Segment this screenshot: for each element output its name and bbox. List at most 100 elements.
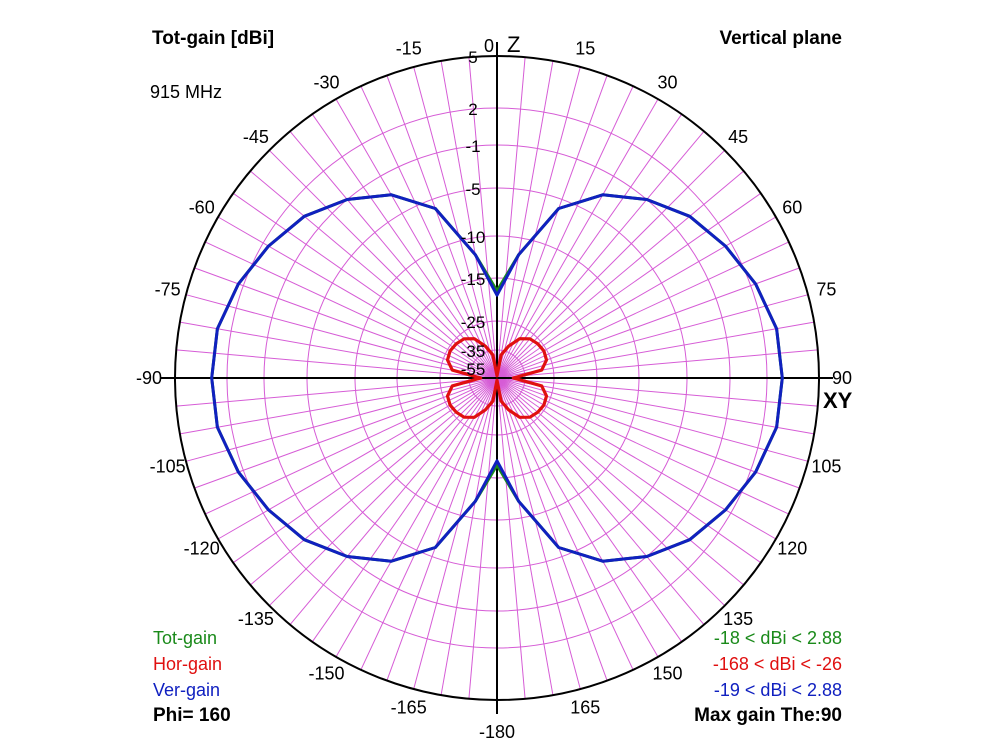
range-tot-gain: -18 < dBi < 2.88 xyxy=(713,628,842,648)
angle-label: -30 xyxy=(313,73,339,93)
angle-label: -135 xyxy=(238,609,274,629)
angle-label: -15 xyxy=(396,39,422,59)
grid-spoke xyxy=(289,130,498,379)
max-gain-label: Max gain The:90 xyxy=(694,705,842,726)
grid-spoke xyxy=(496,377,526,699)
series-ver-gain xyxy=(210,193,784,563)
grid-spoke xyxy=(179,321,498,379)
angle-label: 30 xyxy=(657,73,677,93)
angle-label: 60 xyxy=(782,198,802,218)
radial-tick-label: -1 xyxy=(465,137,480,156)
angle-label: -45 xyxy=(243,127,269,147)
angle-label: -120 xyxy=(184,539,220,559)
grid-spoke xyxy=(496,377,818,407)
grid-spoke xyxy=(496,377,554,696)
angle-label: 0 xyxy=(484,36,494,56)
angle-label: -150 xyxy=(308,663,344,683)
grid-spoke xyxy=(311,113,498,379)
grid-spoke xyxy=(496,130,705,379)
radial-tick-label: -55 xyxy=(461,360,486,379)
grid-spoke xyxy=(179,377,498,435)
grid-spoke xyxy=(496,75,608,379)
angle-label: -60 xyxy=(189,198,215,218)
grid-spoke xyxy=(413,377,498,690)
angle-label: -165 xyxy=(391,697,427,717)
grid-spoke xyxy=(289,377,498,626)
frequency-label: 915 MHz xyxy=(150,82,223,102)
grid-spoke xyxy=(496,377,815,435)
grid-spoke xyxy=(311,377,498,643)
grid-spoke xyxy=(335,98,498,379)
grid-spoke xyxy=(360,85,498,379)
legend-ver-gain: Ver-gain xyxy=(153,680,221,700)
grid-spoke xyxy=(496,113,683,379)
grid-spoke xyxy=(204,241,498,379)
grid-spoke xyxy=(496,149,726,379)
grid-spoke xyxy=(204,377,498,515)
angle-label: 105 xyxy=(811,456,841,476)
grid-spoke xyxy=(185,377,498,462)
grid-spoke xyxy=(496,57,526,379)
grid-spoke xyxy=(268,377,498,607)
angle-label: 45 xyxy=(728,127,748,147)
grid-spoke xyxy=(496,377,726,607)
gain-traces xyxy=(210,193,784,563)
angle-label: 165 xyxy=(570,697,600,717)
grid-spoke xyxy=(335,377,498,658)
grid-spoke xyxy=(496,377,581,690)
grid-spoke xyxy=(496,377,608,681)
angle-label: -180 xyxy=(479,722,515,742)
grid-spoke xyxy=(496,85,634,379)
grid-spoke xyxy=(496,377,659,658)
grid-spoke xyxy=(496,241,790,379)
grid-spoke xyxy=(468,377,498,699)
axis-z-label: Z xyxy=(507,32,520,57)
grid-spoke xyxy=(440,377,498,696)
radial-tick-label: 5 xyxy=(468,48,477,67)
angle-label: -75 xyxy=(155,280,181,300)
grid-spoke xyxy=(440,60,498,379)
grid-spoke xyxy=(185,294,498,379)
grid-spoke xyxy=(496,377,705,626)
grid-spoke xyxy=(176,377,498,407)
series-hor-gain xyxy=(445,337,549,419)
angle-label: 90 xyxy=(832,368,852,388)
angle-label: 135 xyxy=(723,609,753,629)
grid-spoke xyxy=(496,377,809,462)
grid-spoke xyxy=(496,377,634,671)
radial-tick-label: -10 xyxy=(461,228,486,247)
grid-spoke xyxy=(468,57,498,379)
radial-tick-label: 2 xyxy=(468,100,477,119)
grid-spoke xyxy=(496,377,683,643)
grid-spoke xyxy=(496,294,809,379)
axis-xy-label: XY xyxy=(823,388,853,413)
grid-spoke xyxy=(413,66,498,379)
angle-label: 15 xyxy=(575,39,595,59)
grid-spoke xyxy=(496,98,659,379)
radial-tick-label: -5 xyxy=(465,180,480,199)
angle-label: -90 xyxy=(136,368,162,388)
angle-label: 150 xyxy=(652,663,682,683)
grid-spoke xyxy=(496,66,581,379)
legend-tot-gain: Tot-gain xyxy=(153,628,218,648)
grid-spoke xyxy=(386,377,498,681)
legend-hor-gain: Hor-gain xyxy=(153,654,223,674)
radial-tick-label: -25 xyxy=(461,313,486,332)
angle-label: 120 xyxy=(777,539,807,559)
phi-label: Phi= 160 xyxy=(153,705,231,726)
plane-label: Vertical plane xyxy=(719,28,842,49)
grid-spoke xyxy=(496,377,790,515)
grid-spoke xyxy=(496,349,818,379)
polar-axes xyxy=(161,42,833,714)
grid-spoke xyxy=(496,60,554,379)
chart-title: Tot-gain [dBi] xyxy=(152,28,275,49)
polar-labels: 0 15 30 45 60 75 90 105 120 135 150 165 -180 -165 -150… xyxy=(136,32,853,742)
grid-spoke xyxy=(496,321,815,379)
grid-spoke xyxy=(360,377,498,671)
grid-spoke xyxy=(386,75,498,379)
range-hor-gain: -168 < dBi < -26 xyxy=(712,654,842,674)
radial-tick-label: -15 xyxy=(461,270,486,289)
grid-spoke xyxy=(268,149,498,379)
grid-spoke xyxy=(176,349,498,379)
